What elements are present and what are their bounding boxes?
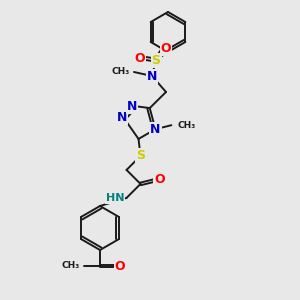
Text: N: N	[127, 100, 137, 112]
Text: N: N	[147, 70, 157, 83]
Text: CH₃: CH₃	[62, 262, 80, 271]
Text: S: S	[136, 149, 145, 162]
Text: S: S	[152, 53, 160, 67]
Text: N: N	[150, 123, 161, 136]
Text: O: O	[115, 260, 125, 272]
Text: O: O	[135, 52, 145, 64]
Text: CH₃: CH₃	[177, 121, 196, 130]
Text: CH₃: CH₃	[112, 68, 130, 76]
Text: O: O	[154, 173, 165, 186]
Text: HN: HN	[106, 193, 124, 203]
Text: O: O	[161, 41, 171, 55]
Text: N: N	[116, 111, 127, 124]
